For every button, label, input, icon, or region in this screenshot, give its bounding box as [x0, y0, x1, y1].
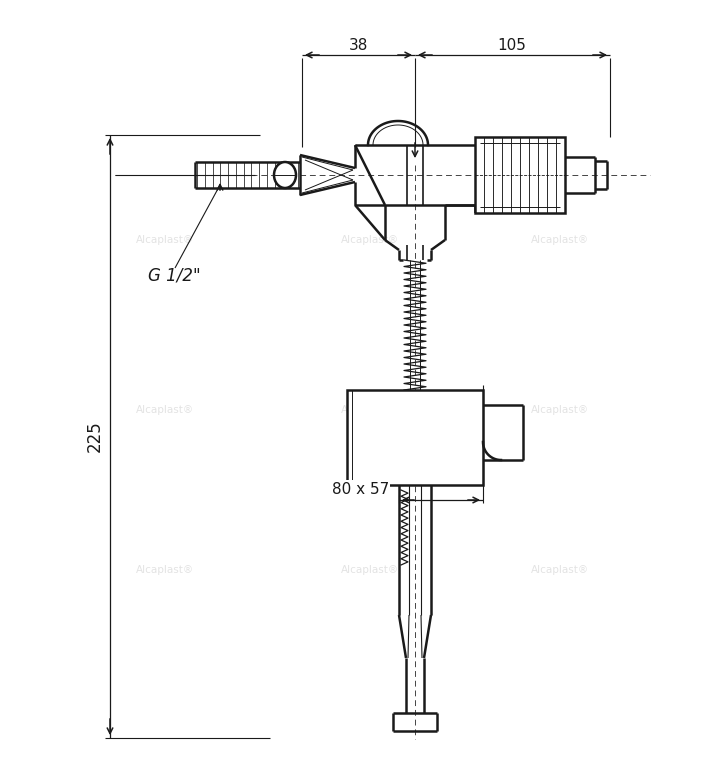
Bar	[347, 390, 483, 485]
Text: 80 x 57: 80 x 57	[332, 481, 389, 497]
Text: 38: 38	[348, 37, 368, 52]
Bar	[475, 137, 565, 213]
Text: Alcaplast®: Alcaplast®	[531, 405, 589, 415]
Text: Alcaplast®: Alcaplast®	[136, 235, 194, 245]
Text: Alcaplast®: Alcaplast®	[531, 235, 589, 245]
Text: Alcaplast®: Alcaplast®	[136, 405, 194, 415]
Text: Alcaplast®: Alcaplast®	[531, 565, 589, 575]
Text: 105: 105	[498, 37, 526, 52]
Text: Alcaplast®: Alcaplast®	[341, 235, 399, 245]
Text: Alcaplast®: Alcaplast®	[136, 565, 194, 575]
Text: Alcaplast®: Alcaplast®	[341, 565, 399, 575]
Text: G 1/2": G 1/2"	[148, 266, 201, 284]
Ellipse shape	[274, 162, 296, 188]
Text: 225: 225	[86, 420, 104, 452]
Text: Alcaplast®: Alcaplast®	[341, 405, 399, 415]
